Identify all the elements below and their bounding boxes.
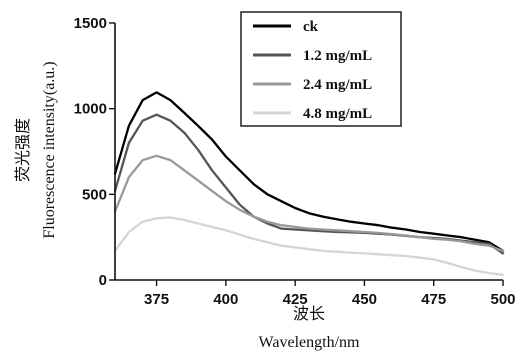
legend-label-2: 1.2 mg/mL <box>303 48 372 64</box>
x-tick-label: 450 <box>352 291 377 308</box>
series-line-4 <box>113 216 505 277</box>
y-axis-title-cn: 荧光强度 <box>14 118 32 182</box>
x-tick-label: 475 <box>421 291 446 308</box>
series-line-3 <box>113 154 505 253</box>
y-tick-label: 500 <box>82 186 107 203</box>
legend-label-1: ck <box>303 19 319 35</box>
x-tick-label: 375 <box>144 291 169 308</box>
y-tick-label: 1500 <box>74 15 107 32</box>
series-line-1 <box>113 91 505 253</box>
y-axis-title: Fluorescence intensity(a.u.) <box>41 61 58 238</box>
y-tick-label: 1000 <box>74 101 107 118</box>
ticks-group: 375 400 425 450 475 500 0 500 1000 1500 <box>74 15 516 308</box>
legend-box <box>240 11 402 127</box>
y-tick-label: 0 <box>99 272 107 289</box>
axes-group <box>114 23 503 281</box>
series-line-2 <box>113 113 505 255</box>
series-group <box>113 91 505 277</box>
legend: ck 1.2 mg/mL 2.4 mg/mL 4.8 mg/mL <box>240 11 402 127</box>
legend-label-4: 4.8 mg/mL <box>303 106 372 122</box>
x-axis-title-cn: 波长 <box>293 305 325 323</box>
x-tick-label: 400 <box>213 291 238 308</box>
x-tick-label: 500 <box>490 291 515 308</box>
x-tick-label: 425 <box>283 291 308 308</box>
x-axis-title: Wavelength/nm <box>259 334 360 351</box>
legend-label-3: 2.4 mg/mL <box>303 77 372 93</box>
